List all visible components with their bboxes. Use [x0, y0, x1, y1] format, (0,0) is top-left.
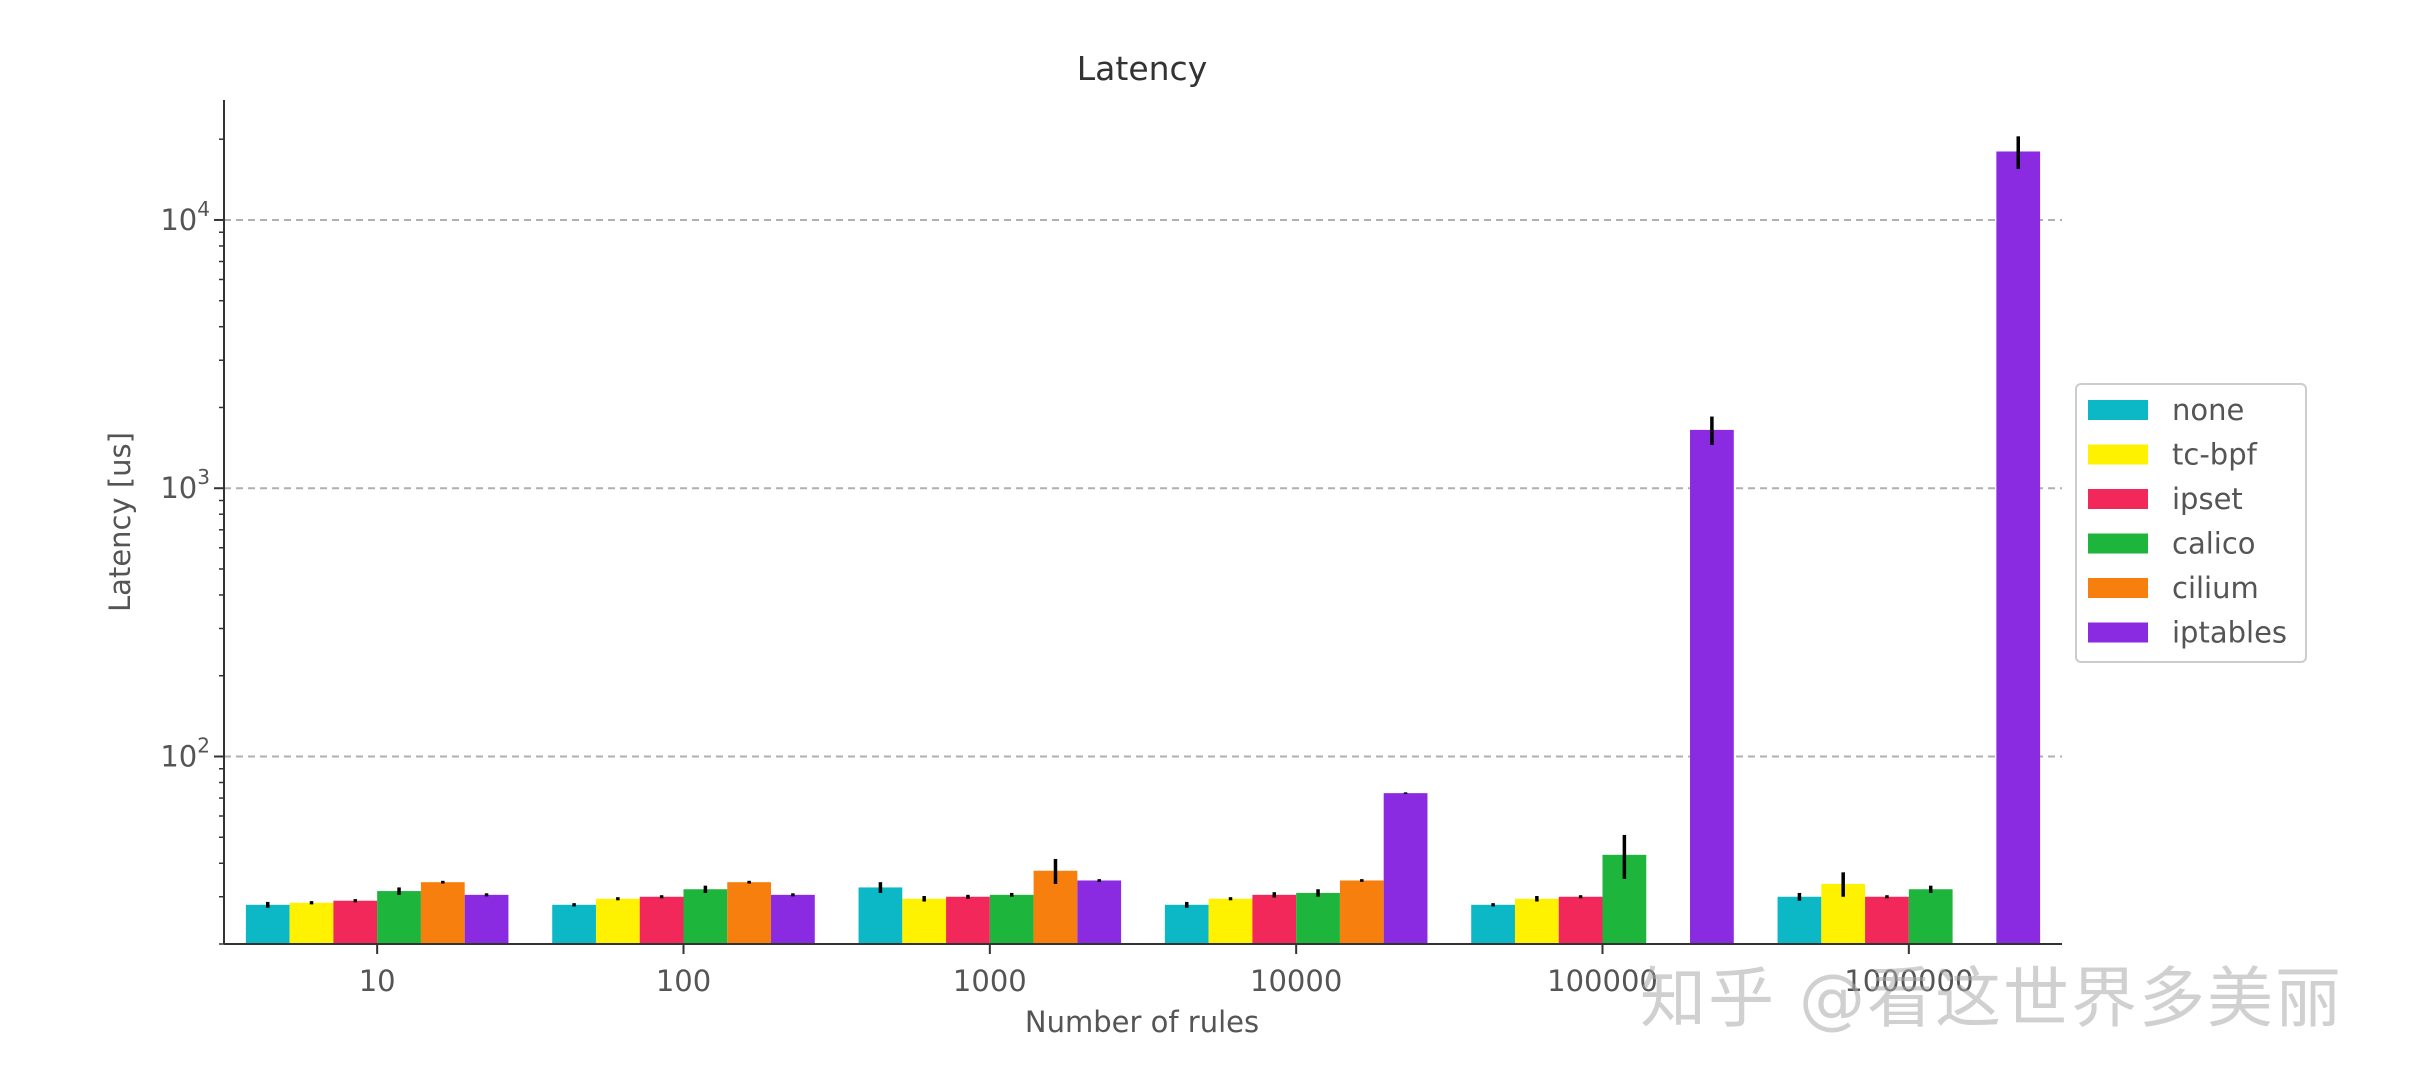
bar-tc-bpf-100000 [1514, 898, 1559, 944]
legend-label-none: none [2172, 393, 2244, 427]
legend-swatch-ipset [2088, 489, 2148, 509]
x-tick-label: 10 [359, 964, 396, 998]
bar-none-1000 [858, 887, 903, 944]
bar-ipset-1000 [946, 896, 990, 944]
bar-calico-10 [377, 891, 421, 944]
legend: none tc-bpf ipset calico cilium iptables [2075, 383, 2307, 663]
bar-none-100 [552, 904, 596, 944]
bar-iptables-10000 [1383, 793, 1428, 944]
bar-ipset-100 [639, 896, 684, 944]
bar-tc-bpf-100 [595, 898, 640, 944]
legend-label-calico: calico [2172, 527, 2256, 561]
legend-swatch-calico [2088, 533, 2148, 554]
legend-label-cilium: cilium [2172, 571, 2259, 605]
bar-tc-bpf-10 [289, 902, 334, 944]
bar-ipset-10 [333, 900, 378, 944]
y-tick-exponent: 4 [197, 197, 210, 221]
bar-calico-1000 [989, 894, 1034, 944]
y-tick-exponent: 2 [197, 733, 210, 757]
watermark-text: 知乎 @看这世界多美丽 [1640, 960, 2343, 1037]
grid-lines [224, 218, 2062, 758]
y-tick-label: 102 [160, 733, 210, 773]
bar-tc-bpf-1000 [902, 898, 947, 944]
bar-none-100000 [1471, 904, 1515, 944]
legend-swatch-tc-bpf [2088, 444, 2148, 465]
axes [223, 100, 2062, 945]
bar-iptables-1000 [1077, 880, 1122, 944]
bar-cilium-10 [420, 882, 465, 944]
bar-calico-10000 [1296, 892, 1340, 944]
y-tick-base: 10 [160, 739, 197, 773]
x-tick-label: 10000 [1250, 964, 1342, 998]
x-tick-label: 100 [656, 964, 711, 998]
legend-label-iptables: iptables [2172, 616, 2287, 650]
bar-calico-1000000 [1908, 889, 1953, 944]
bar-cilium-10000 [1339, 880, 1384, 944]
x-ticks: 10 100 1000 10000 100000 1000000 [359, 944, 1973, 998]
legend-swatch-iptables [2088, 622, 2148, 643]
bars [245, 136, 2041, 944]
y-axis-label: Latency [us] [103, 432, 137, 612]
bar-iptables-100000 [1690, 429, 1734, 944]
y-tick-base: 10 [160, 471, 197, 505]
bar-tc-bpf-10000 [1208, 898, 1253, 944]
bar-calico-100 [683, 889, 728, 944]
bar-cilium-100 [727, 882, 772, 944]
y-tick-base: 10 [160, 203, 197, 237]
legend-swatch-none [2088, 400, 2148, 420]
chart-title: Latency [1077, 49, 1207, 88]
bar-ipset-10000 [1252, 894, 1297, 944]
bar-iptables-10 [464, 894, 509, 944]
legend-label-ipset: ipset [2172, 482, 2243, 516]
x-tick-label: 1000000 [1844, 964, 1973, 998]
bar-none-10 [245, 904, 290, 944]
legend-label-tc-bpf: tc-bpf [2172, 438, 2258, 472]
x-tick-label: 100000 [1547, 964, 1658, 998]
bar-ipset-100000 [1558, 896, 1603, 944]
bar-iptables-1000000 [1996, 151, 2041, 944]
y-tick-label: 103 [160, 465, 210, 505]
y-tick-label: 104 [160, 197, 210, 237]
bar-ipset-1000000 [1865, 896, 1909, 944]
x-axis-label: Number of rules [1025, 1005, 1259, 1039]
legend-swatch-cilium [2088, 578, 2148, 598]
y-tick-exponent: 3 [197, 465, 210, 489]
bar-iptables-100 [771, 894, 815, 944]
x-tick-label: 1000 [953, 964, 1027, 998]
bar-none-10000 [1164, 904, 1209, 944]
bar-none-1000000 [1777, 896, 1822, 944]
